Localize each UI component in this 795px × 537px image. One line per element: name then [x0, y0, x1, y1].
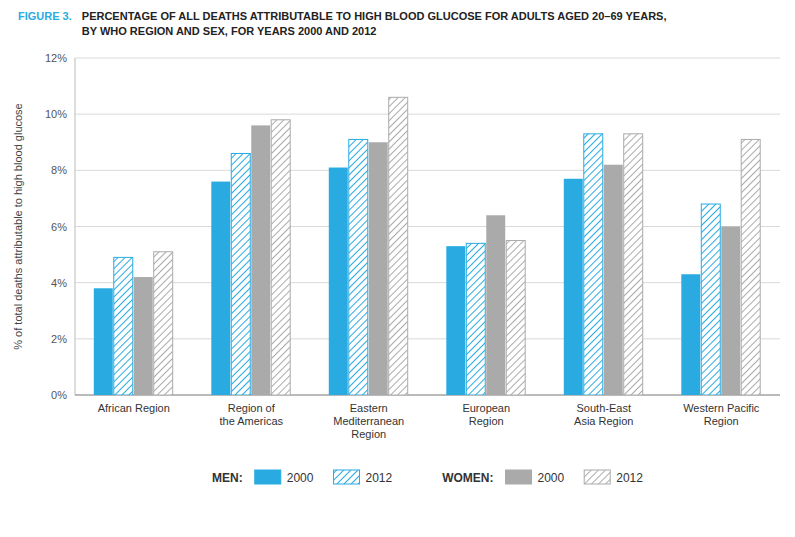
legend-swatch — [255, 470, 281, 484]
x-tick-label: Western PacificRegion — [683, 402, 760, 427]
x-axis-line — [75, 395, 780, 396]
legend-entry: 2012 — [365, 471, 392, 485]
y-tick-label: 8% — [51, 164, 67, 176]
x-tick-label: African Region — [98, 402, 170, 414]
bar — [701, 204, 720, 395]
y-tick-label: 12% — [45, 52, 67, 64]
y-tick-label: 4% — [51, 277, 67, 289]
bar — [584, 134, 603, 395]
bar — [94, 288, 113, 395]
bar — [466, 243, 485, 395]
bar — [741, 139, 760, 395]
y-axis-line — [75, 58, 76, 395]
y-axis-label: % of total deaths attributable to high b… — [12, 103, 24, 349]
bar — [329, 168, 348, 395]
x-tick-label: Region ofthe Americas — [219, 402, 283, 427]
subtitle: BY WHO REGION AND SEX, FOR YEARS 2000 AN… — [82, 25, 377, 37]
legend-entry: 2012 — [616, 471, 643, 485]
legend-swatch — [506, 470, 532, 484]
x-tick-label: EuropeanRegion — [462, 402, 510, 427]
title: PERCENTAGE OF ALL DEATHS ATTRIBUTABLE TO… — [82, 10, 667, 22]
y-tick-label: 2% — [51, 333, 67, 345]
bar — [369, 142, 388, 395]
x-tick-label: EasternMediterraneanRegion — [333, 402, 404, 440]
legend-group-label: MEN: — [212, 471, 243, 485]
y-tick-label: 0% — [51, 389, 67, 401]
grid — [75, 58, 780, 395]
bar — [349, 139, 368, 395]
bar — [624, 134, 643, 395]
figure-label: FIGURE 3. — [18, 10, 72, 22]
y-tick-label: 6% — [51, 221, 67, 233]
bar — [154, 252, 173, 395]
bar — [721, 227, 740, 396]
legend-entry: 2000 — [538, 471, 565, 485]
y-tick-label: 10% — [45, 108, 67, 120]
x-tick-label: South-EastAsia Region — [574, 402, 633, 427]
chart: FIGURE 3. PERCENTAGE OF ALL DEATHS ATTRIB… — [0, 0, 795, 537]
bar — [681, 274, 700, 395]
legend-entry: 2000 — [287, 471, 314, 485]
bar — [486, 215, 505, 395]
bar — [389, 97, 408, 395]
legend-swatch — [333, 470, 359, 484]
bar — [231, 153, 250, 395]
grid-line — [75, 282, 780, 283]
grid-line — [75, 170, 780, 171]
bar — [134, 277, 153, 395]
bar — [251, 125, 270, 395]
legend: MEN: 2000 2012 WOMEN: 2000 2012 — [212, 470, 643, 485]
bar — [211, 182, 230, 395]
bar — [446, 246, 465, 395]
legend-group-label: WOMEN: — [442, 471, 493, 485]
grid-line — [75, 395, 780, 396]
bars — [94, 97, 760, 395]
bar — [564, 179, 583, 395]
grid-line — [75, 114, 780, 115]
bar — [271, 120, 290, 395]
bar — [506, 241, 525, 395]
grid-line — [75, 58, 780, 59]
bar — [604, 165, 623, 395]
bar — [114, 257, 133, 395]
grid-line — [75, 338, 780, 339]
grid-line — [75, 226, 780, 227]
legend-swatch — [584, 470, 610, 484]
